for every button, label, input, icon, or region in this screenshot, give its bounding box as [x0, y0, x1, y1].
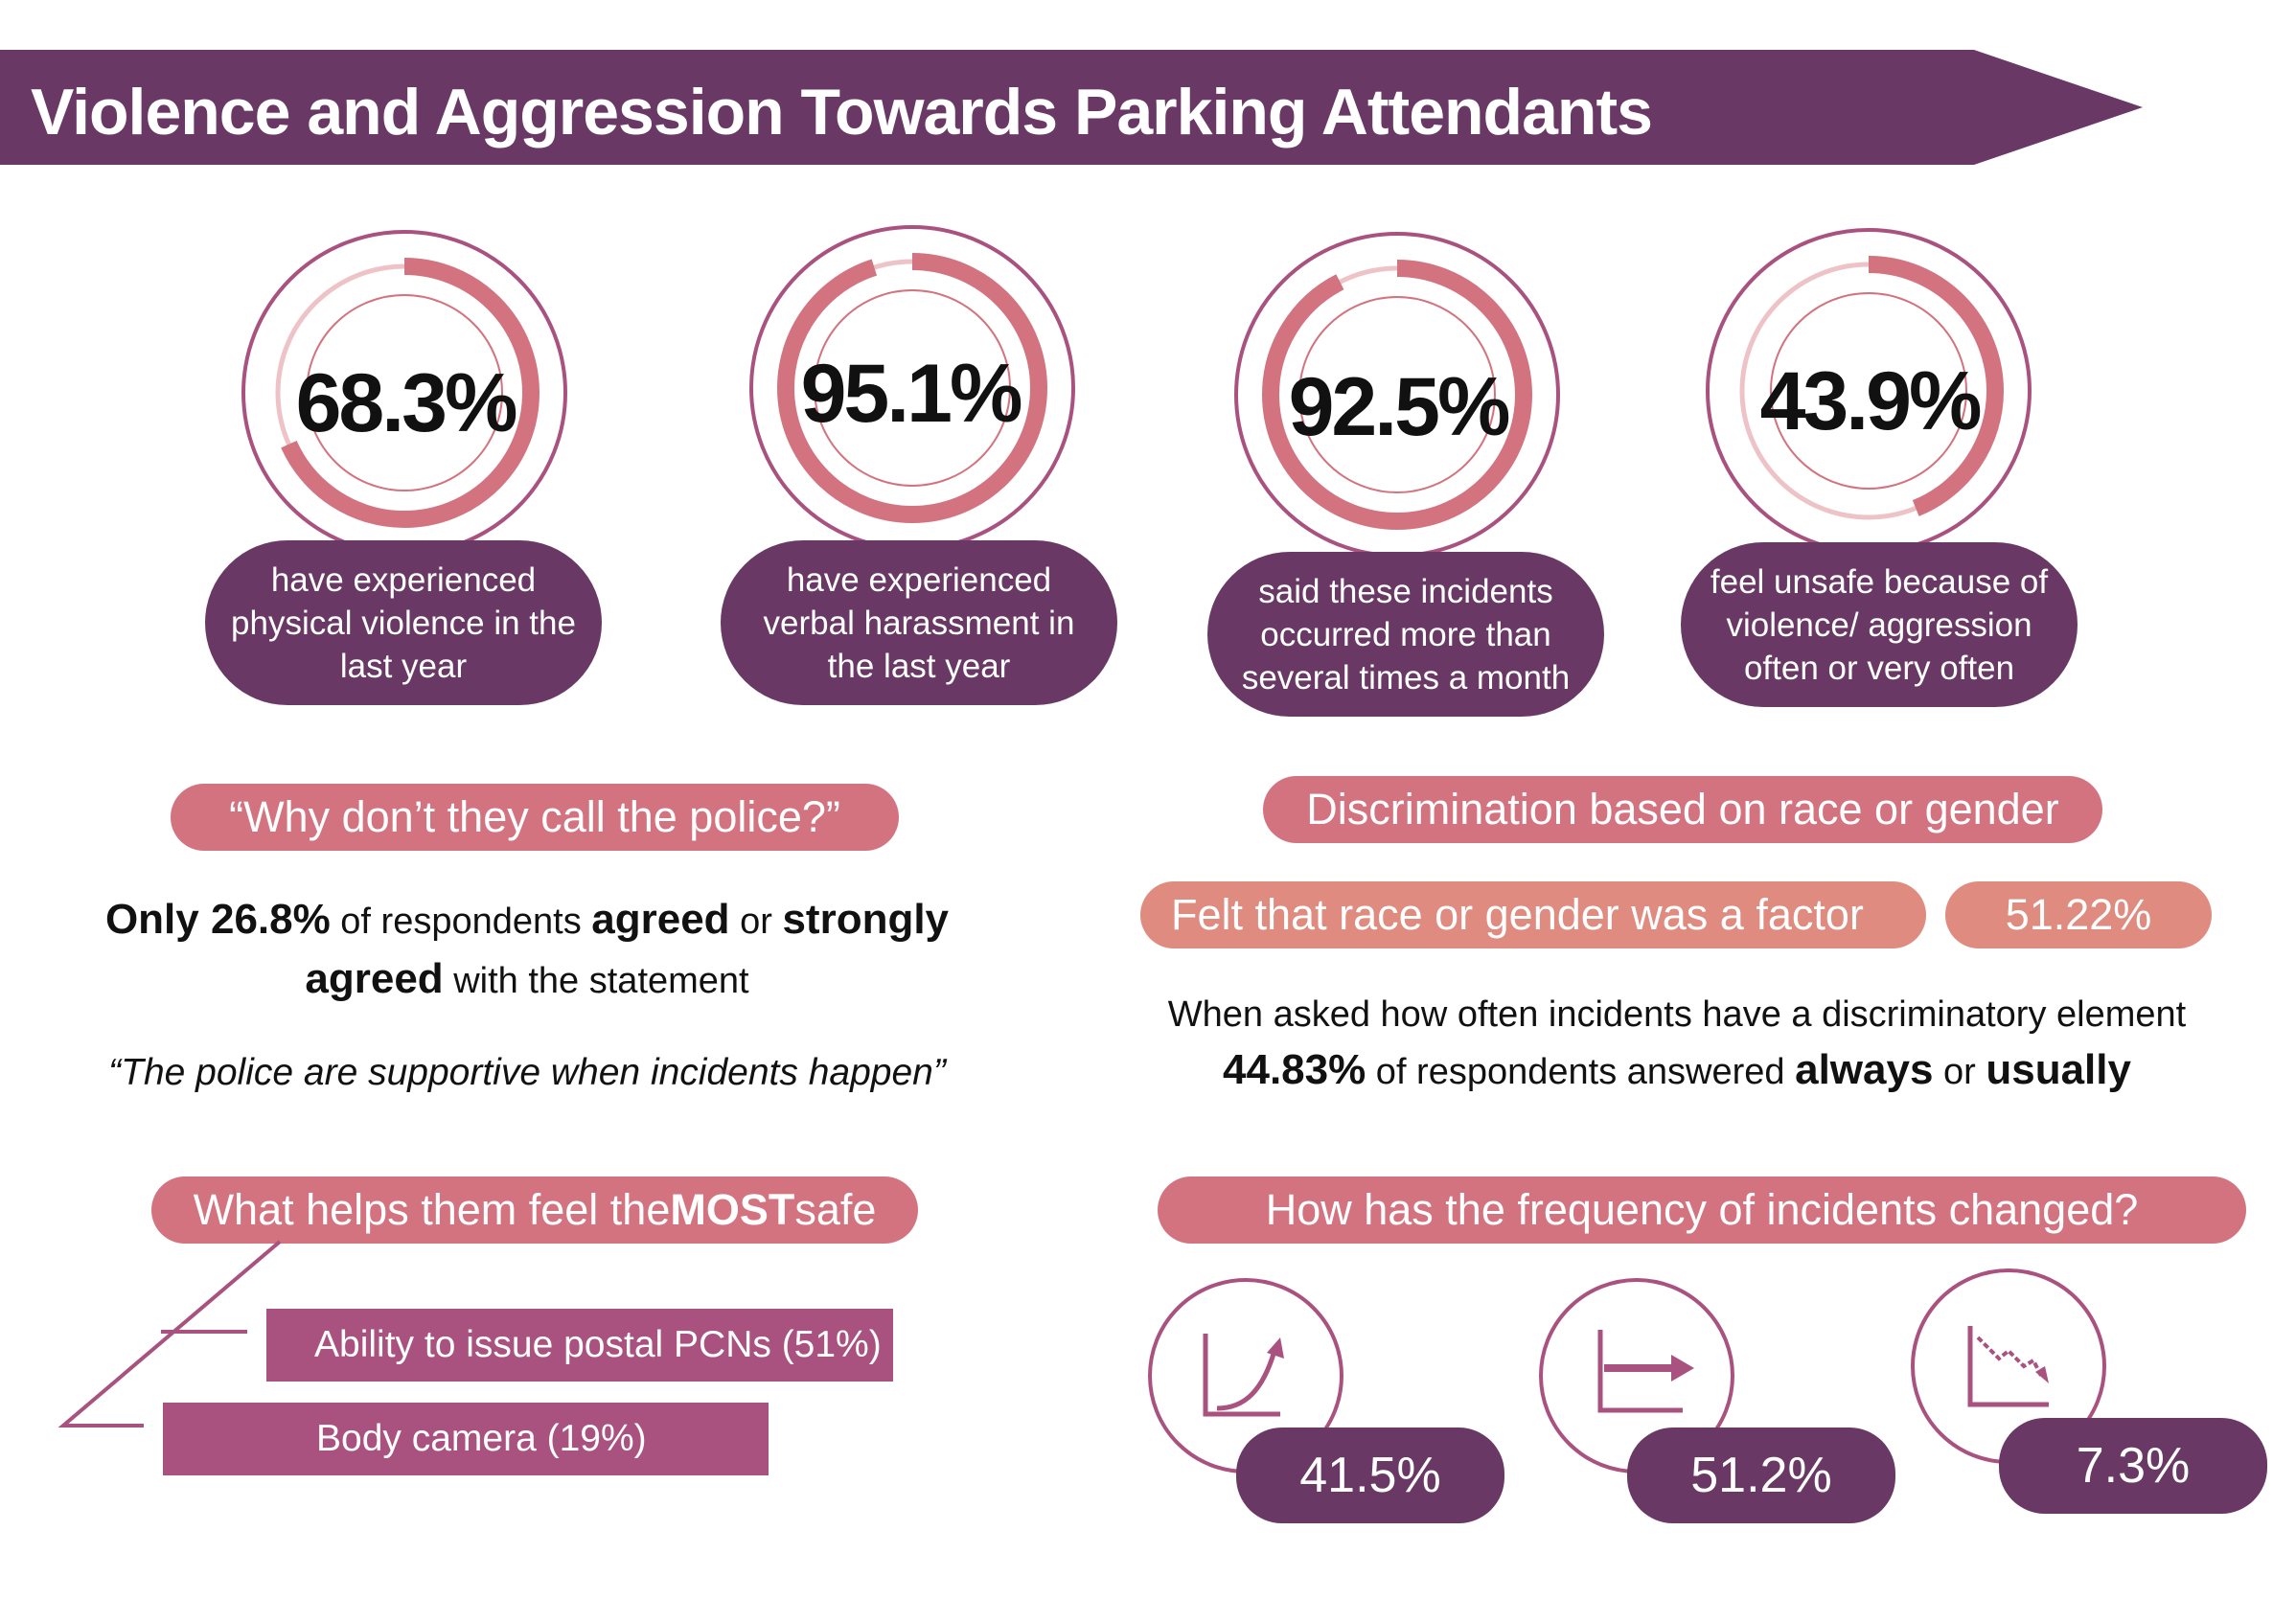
stat-donuts	[241, 225, 2032, 558]
stat-value-unsafe: 43.9%	[1759, 355, 1983, 447]
flat-trend-icon	[1539, 1278, 1734, 1473]
donut-inner-unsafe	[1770, 292, 1967, 490]
safe-heading: What helps them feel the MOST safe	[151, 1176, 918, 1244]
safe-bar-body-camera: Body camera (19%)	[163, 1403, 769, 1475]
factor-value-pill: 51.22%	[1945, 881, 2212, 948]
freq-value-rising: 41.5%	[1236, 1428, 1504, 1523]
police-quote: “The police are supportive when incident…	[108, 1052, 946, 1093]
discrimination-heading: Discrimination based on race or gender	[1263, 776, 2102, 843]
donut-arc-physical	[269, 258, 540, 528]
freq-value-flat: 51.2%	[1627, 1428, 1895, 1523]
title-banner	[0, 50, 2143, 165]
stat-value-frequency: 92.5%	[1288, 361, 1511, 453]
safe-bar-postal-pcns: Ability to issue postal PCNs (51%)	[266, 1309, 893, 1382]
donut-arc-verbal	[777, 253, 1047, 523]
donut-inner-frequency	[1298, 296, 1496, 493]
factor-label-pill: Felt that race or gender was a factor	[1140, 881, 1926, 948]
stat-caption-verbal: have experienced verbal harassment in the …	[721, 540, 1117, 705]
donut-inner-verbal	[814, 289, 1011, 487]
stat-value-physical: 68.3%	[295, 357, 518, 449]
donut-arc-frequency	[1262, 260, 1532, 530]
police-heading: “Why don’t they call the police?”	[171, 784, 899, 851]
donut-arc-unsafe	[1733, 256, 2004, 526]
stat-value-verbal: 95.1%	[800, 348, 1023, 440]
police-statement: Only 26.8% of respondents agreed or stro…	[104, 896, 950, 1002]
freq-value-falling: 7.3%	[1999, 1418, 2267, 1514]
stat-caption-frequency: said these incidents occurred more than se…	[1207, 552, 1604, 717]
stat-caption-unsafe: feel unsafe because of violence/ aggressi…	[1681, 542, 2078, 707]
safe-bar-label: Ability to issue postal PCNs (51%)	[314, 1324, 882, 1365]
page-title: Violence and Aggression Towards Parking …	[31, 76, 1653, 148]
safe-connector-lines	[57, 1240, 282, 1428]
stat-caption-physical: have experienced physical violence in the…	[205, 540, 602, 705]
safe-bar-label: Body camera (19%)	[316, 1418, 647, 1459]
donut-inner-physical	[306, 294, 503, 491]
discrimination-statement: When asked how often incidents have a di…	[1167, 994, 2187, 1093]
frequency-heading: How has the frequency of incidents chang…	[1158, 1176, 2246, 1244]
